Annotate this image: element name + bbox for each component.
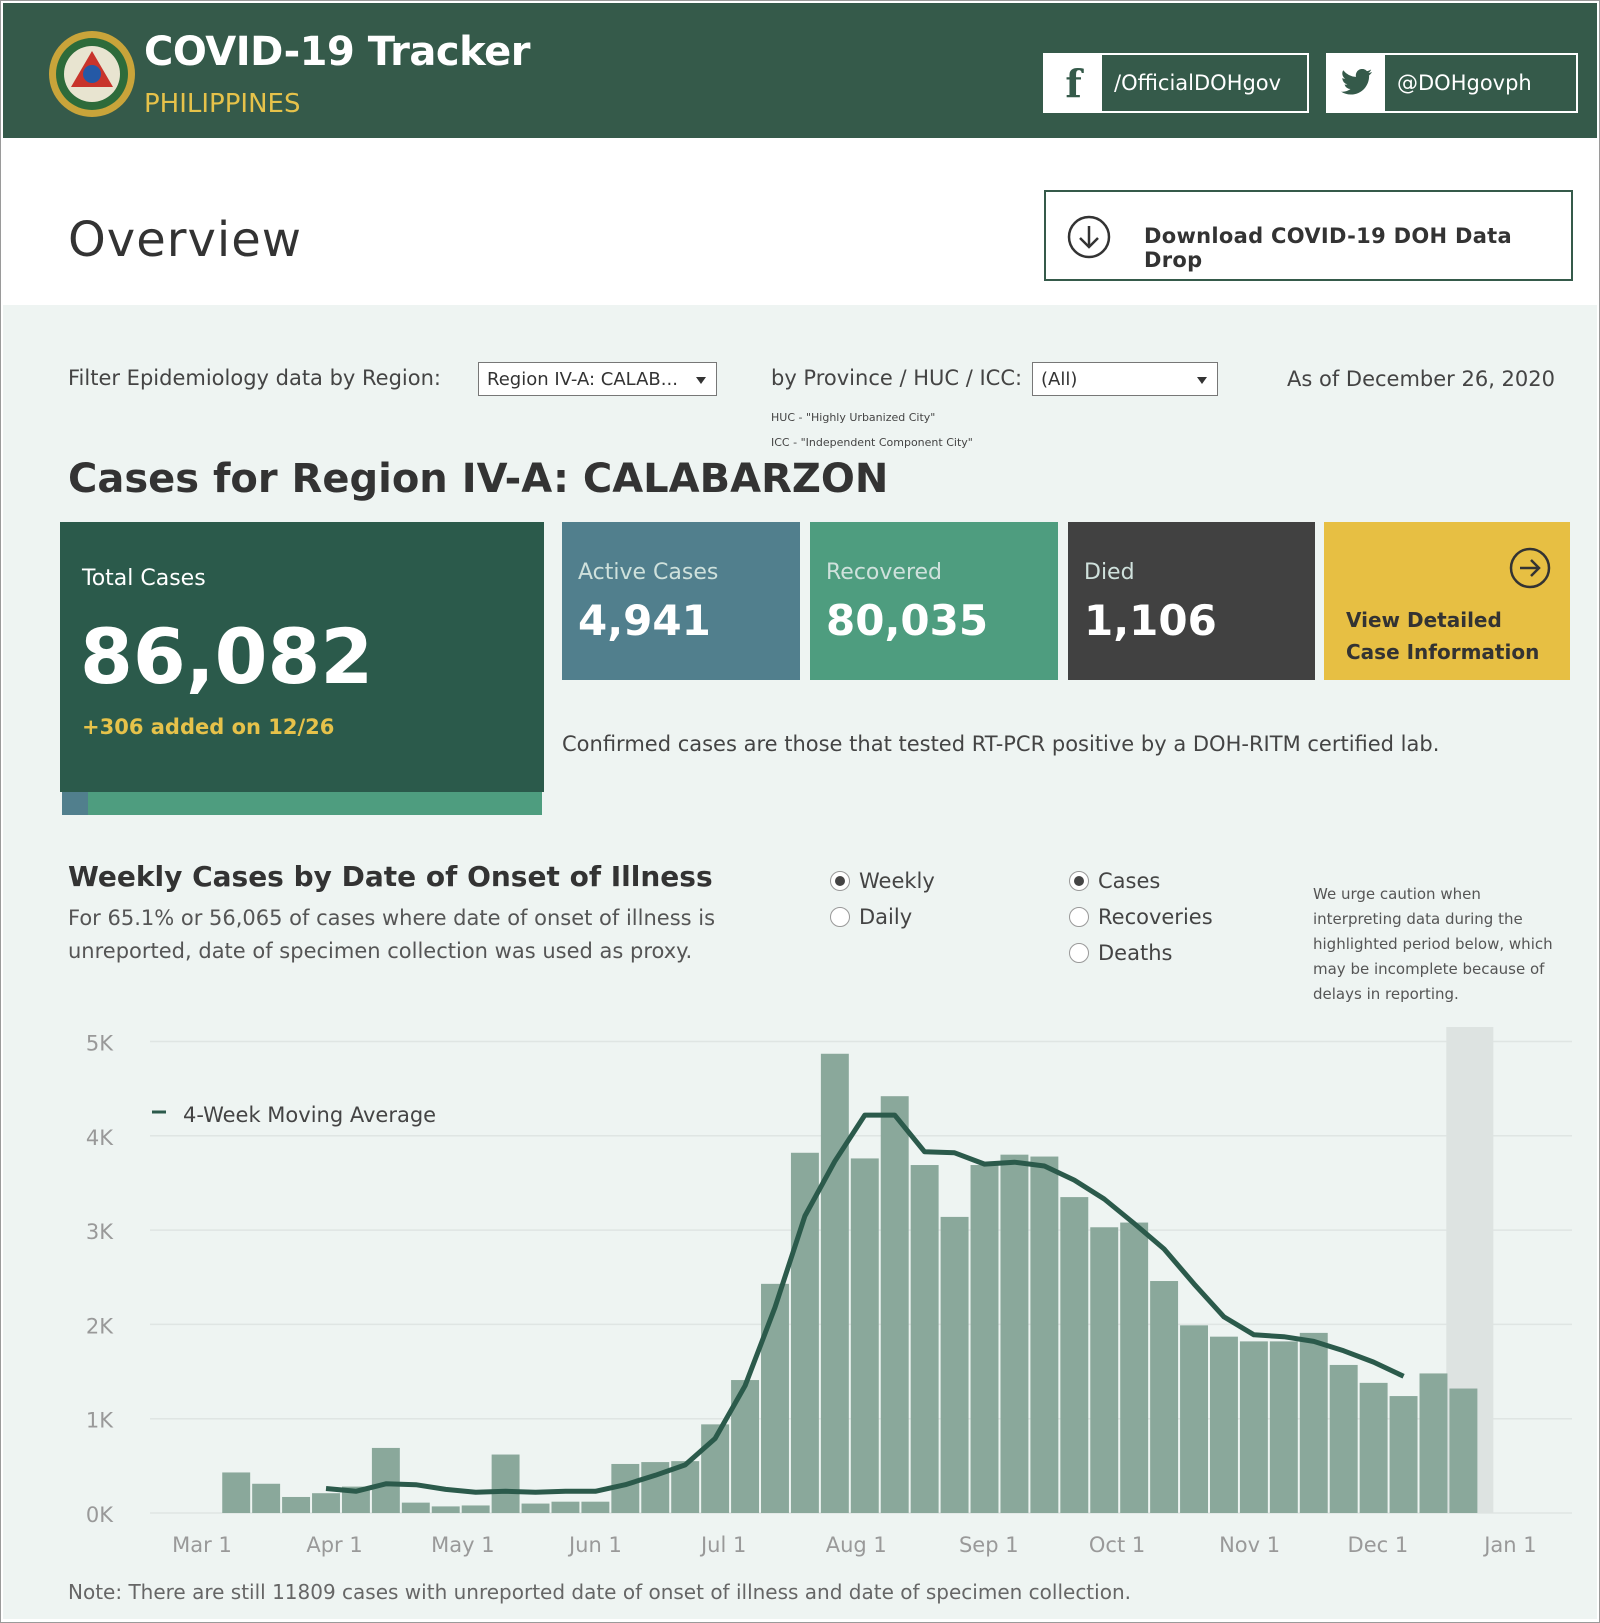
case-breakdown-bar — [62, 792, 542, 815]
radio-cases-label: Cases — [1098, 869, 1161, 893]
facebook-link[interactable]: f /OfficialDOHgov — [1043, 53, 1309, 113]
region-title: Cases for Region IV-A: CALABARZON — [68, 456, 889, 502]
as-of-date: As of December 26, 2020 — [1287, 367, 1555, 391]
download-button-label: Download COVID-19 DOH Data Drop — [1144, 224, 1512, 272]
active-cases-label: Active Cases — [578, 560, 719, 585]
radio-daily-label: Daily — [859, 905, 913, 929]
confirmed-cases-note: Confirmed cases are those that tested RT… — [562, 732, 1440, 756]
radio-weekly-label: Weekly — [859, 869, 935, 893]
app-subtitle: PHILIPPINES — [144, 89, 301, 119]
region-dropdown-value: Region IV-A: CALAB... — [487, 369, 678, 390]
total-cases-label: Total Cases — [82, 566, 206, 591]
radio-deaths[interactable]: Deaths — [1069, 941, 1172, 965]
active-cases-card: Active Cases 4,941 — [562, 522, 800, 680]
arrow-right-circle-icon — [1509, 547, 1551, 589]
region-dropdown[interactable]: Region IV-A: CALAB... — [478, 362, 717, 396]
page-title: Overview — [68, 212, 302, 268]
radio-daily[interactable]: Daily — [830, 905, 912, 929]
chevron-down-icon — [696, 377, 706, 384]
radio-recoveries[interactable]: Recoveries — [1069, 905, 1213, 929]
view-detailed-line2: Case Information — [1346, 640, 1540, 664]
radio-deaths-label: Deaths — [1098, 941, 1173, 965]
view-detailed-label: View Detailed Case Information — [1346, 604, 1539, 668]
province-dropdown-value: (All) — [1041, 369, 1078, 390]
facebook-label: /OfficialDOHgov — [1114, 71, 1282, 95]
footer-note: Note: There are still 11809 cases with u… — [68, 1580, 1131, 1604]
active-portion — [62, 792, 88, 815]
icc-note: ICC - "Independent Component City" — [771, 436, 973, 449]
province-dropdown[interactable]: (All) — [1032, 362, 1218, 396]
recovered-value: 80,035 — [826, 596, 989, 645]
province-filter-label: by Province / HUC / ICC: — [771, 366, 1023, 390]
died-value: 1,106 — [1084, 596, 1217, 645]
facebook-icon: f — [1045, 55, 1102, 111]
radio-unselected-icon — [830, 907, 850, 927]
download-data-drop-button[interactable]: Download COVID-19 DOH Data Drop — [1044, 190, 1573, 281]
total-cases-added: +306 added on 12/26 — [82, 715, 335, 739]
view-detailed-line1: View Detailed — [1346, 608, 1502, 632]
total-cases-value: 86,082 — [80, 612, 374, 701]
weekly-chart-subtitle: For 65.1% or 56,065 of cases where date … — [68, 906, 716, 963]
radio-selected-icon — [830, 871, 850, 891]
region-filter-label: Filter Epidemiology data by Region: — [68, 366, 441, 390]
radio-unselected-icon — [1069, 943, 1089, 963]
twitter-link[interactable]: @DOHgovph — [1326, 53, 1578, 113]
view-detailed-case-button[interactable]: View Detailed Case Information — [1324, 522, 1570, 680]
weekly-chart-title: Weekly Cases by Date of Onset of Illness — [68, 860, 713, 893]
app-title: COVID-19 Tracker — [144, 29, 530, 75]
doh-seal-logo — [49, 31, 135, 117]
huc-note: HUC - "Highly Urbanized City" — [771, 411, 936, 424]
total-cases-card: Total Cases 86,082 +306 added on 12/26 — [60, 522, 544, 792]
download-icon — [1067, 215, 1111, 259]
radio-unselected-icon — [1069, 907, 1089, 927]
recovered-label: Recovered — [826, 560, 943, 585]
chevron-down-icon — [1197, 377, 1207, 384]
died-label: Died — [1084, 560, 1135, 585]
header-bar: COVID-19 Tracker PHILIPPINES f /Official… — [3, 3, 1597, 138]
radio-weekly[interactable]: Weekly — [830, 869, 935, 893]
radio-cases[interactable]: Cases — [1069, 869, 1160, 893]
twitter-icon — [1328, 55, 1385, 111]
active-cases-value: 4,941 — [578, 596, 711, 645]
twitter-label: @DOHgovph — [1397, 71, 1532, 95]
died-card: Died 1,106 — [1068, 522, 1315, 680]
radio-recoveries-label: Recoveries — [1098, 905, 1213, 929]
recovered-card: Recovered 80,035 — [810, 522, 1058, 680]
caution-note: We urge caution when interpreting data d… — [1313, 885, 1553, 1003]
radio-selected-icon — [1069, 871, 1089, 891]
